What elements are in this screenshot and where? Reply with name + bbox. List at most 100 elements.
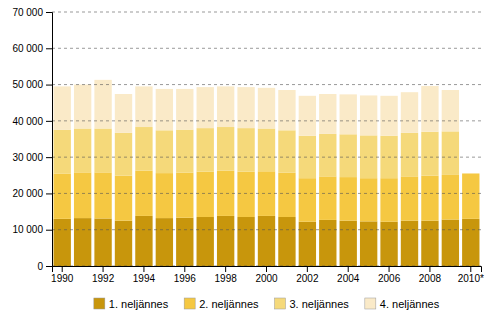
grid-line: [52, 193, 481, 194]
legend-item: 3. neljännes: [275, 298, 350, 310]
x-tick-label: 1992: [92, 273, 115, 284]
x-tick-mark: [225, 266, 226, 272]
bar-segment: [421, 132, 438, 176]
x-tick-mark: [62, 266, 63, 272]
bar-segment: [156, 130, 173, 173]
y-tick: 0: [37, 261, 52, 272]
y-tick-label: 10 000: [12, 224, 43, 235]
bar-segment: [94, 218, 111, 266]
bar-segment: [115, 221, 132, 266]
grid-line: [52, 84, 481, 85]
bar-segment: [258, 216, 275, 266]
bar-segment: [462, 173, 479, 174]
bar-segment: [319, 176, 336, 220]
bar-segment: [176, 130, 193, 173]
y-tick: 20 000: [12, 188, 52, 199]
bar-segment: [360, 221, 377, 266]
legend: 1. neljännes 2. neljännes 3. neljännes 4. n…: [94, 298, 440, 310]
y-tick-mark: [46, 12, 52, 13]
legend-label: 4. neljännes: [380, 298, 440, 310]
plot: 010 00020 00030 00040 00050 00060 00070 …: [12, 7, 484, 284]
bar-segment: [176, 173, 193, 218]
y-tick-mark: [46, 85, 52, 86]
y-tick-mark: [46, 266, 52, 267]
legend-label: 1. neljännes: [109, 298, 169, 310]
bar-segment: [380, 222, 397, 266]
bar-segment: [401, 176, 418, 220]
x-tick-label: 2002: [296, 273, 319, 284]
x-axis: 1990199219941996199820002002200420062008…: [51, 266, 484, 284]
bar-segment: [278, 90, 295, 130]
y-tick-label: 50 000: [12, 79, 43, 90]
grid-line: [52, 157, 481, 158]
bar-segment: [135, 216, 152, 266]
bar-segment: [299, 222, 316, 266]
bar-segment: [401, 221, 418, 266]
bar-segment: [340, 177, 357, 221]
legend-item: 4. neljännes: [365, 298, 440, 310]
x-tick-mark: [103, 266, 104, 272]
bar-segment: [462, 173, 479, 174]
bar-segment: [421, 221, 438, 266]
bar-segment: [442, 131, 459, 175]
legend-swatch: [365, 298, 376, 309]
y-tick: 70 000: [12, 7, 52, 18]
x-tick-label: 1998: [215, 273, 238, 284]
bar-series: [54, 216, 480, 266]
x-tick-mark: [470, 266, 471, 272]
bar-segment: [54, 173, 71, 218]
bar-segment: [217, 127, 234, 171]
bar-segment: [94, 80, 111, 129]
grid-line: [52, 229, 481, 230]
x-tick: 2010*: [458, 266, 484, 284]
y-axis: 010 00020 00030 00040 00050 00060 00070 …: [12, 7, 52, 272]
bar-segment: [319, 134, 336, 176]
bar-segment: [442, 90, 459, 131]
x-tick-label: 1994: [133, 273, 156, 284]
x-tick-mark: [143, 266, 144, 272]
bar-segment: [94, 172, 111, 218]
legend-label: 2. neljännes: [199, 298, 259, 310]
x-tick-label: 2008: [419, 273, 442, 284]
bar-segment: [258, 171, 275, 216]
y-tick-mark: [46, 230, 52, 231]
grid-line: [52, 48, 481, 49]
bar-segment: [278, 173, 295, 217]
legend-swatch: [275, 298, 286, 309]
x-tick: 1992: [92, 266, 115, 284]
x-tick-mark: [429, 266, 430, 272]
legend-swatch: [94, 298, 105, 309]
y-tick-label: 20 000: [12, 188, 43, 199]
bar-segment: [360, 95, 377, 135]
y-tick-label: 0: [37, 261, 43, 272]
x-tick: 1996: [174, 266, 197, 284]
bar-segment: [319, 220, 336, 266]
y-tick-mark: [46, 48, 52, 49]
bar-segment: [340, 221, 357, 266]
grid: [52, 12, 481, 266]
bar-segment: [156, 173, 173, 218]
x-tick-label: 2004: [337, 273, 360, 284]
bar-segment: [299, 136, 316, 178]
legend-item: 1. neljännes: [94, 298, 169, 310]
x-tick-label: 2010*: [458, 273, 484, 284]
bar-segment: [237, 128, 254, 172]
bar-segment: [421, 86, 438, 132]
bar-segment: [278, 130, 295, 172]
bar-segment: [340, 134, 357, 177]
bar-segment: [197, 217, 214, 266]
y-tick: 10 000: [12, 224, 52, 235]
bar-segment: [340, 94, 357, 134]
bar-series: [54, 171, 480, 222]
x-axis-line: [53, 267, 482, 273]
bar-segment: [401, 133, 418, 177]
y-tick: 40 000: [12, 116, 52, 127]
x-tick-label: 1990: [51, 273, 74, 284]
y-tick-mark: [46, 157, 52, 158]
legend-swatch: [184, 298, 195, 309]
chart: 010 00020 00030 00040 00050 00060 00070 …: [0, 0, 495, 326]
y-axis-line: [46, 13, 53, 267]
x-tick: 2002: [296, 266, 319, 284]
bar-series: [54, 80, 460, 136]
bar-segment: [74, 172, 91, 218]
